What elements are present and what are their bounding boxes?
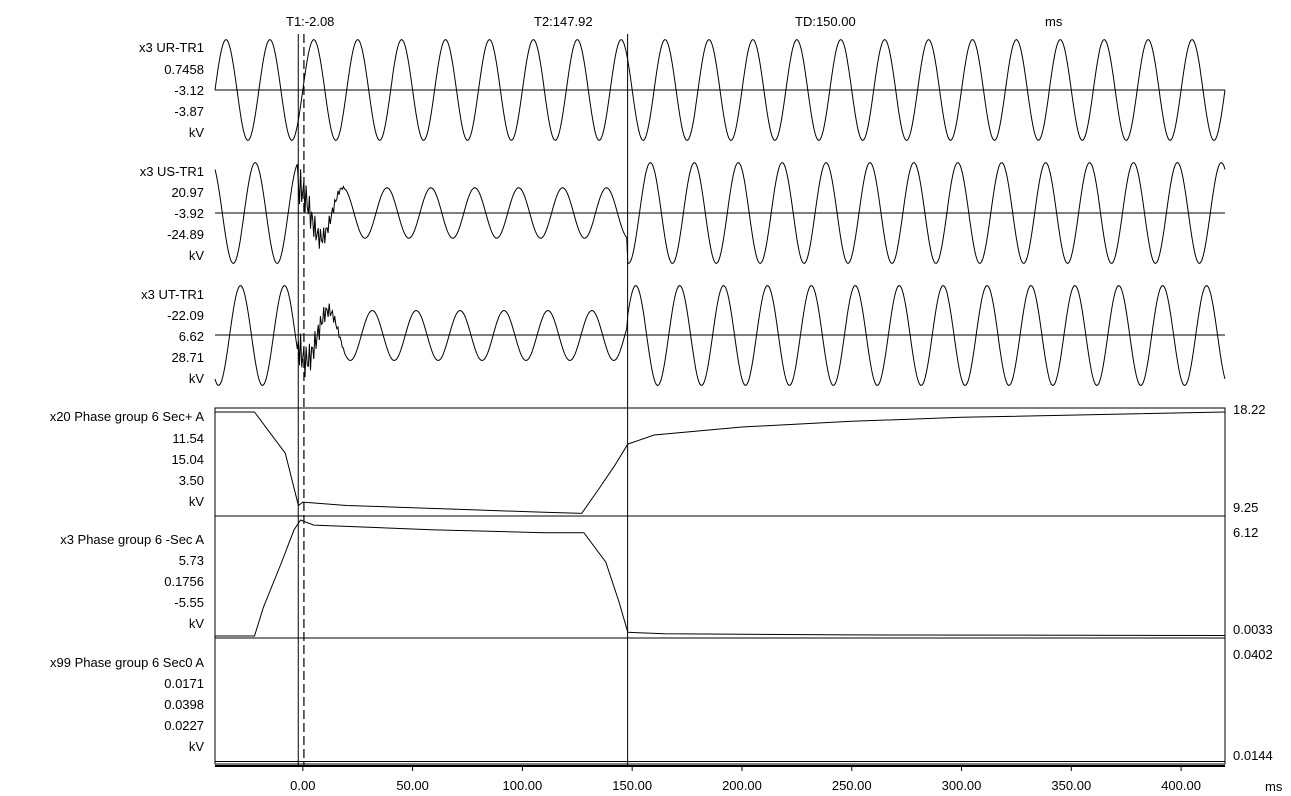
panel-frame — [214, 515, 1226, 639]
x-tick-label: 200.00 — [722, 778, 762, 793]
cursor-t2-readout: T2:147.92 — [534, 14, 593, 29]
channel-scale-max: -22.09 — [167, 308, 204, 323]
channel-scale-min: -24.89 — [167, 227, 204, 242]
channel-right-min: 9.25 — [1233, 500, 1258, 515]
channel-panel-sec-plus: x20 Phase group 6 Sec+ A 11.54 15.04 3.5… — [50, 402, 1266, 517]
channel-right-max: 6.12 — [1233, 525, 1258, 540]
x-tick-label: 0.00 — [290, 778, 315, 793]
channel-scale-min: 3.50 — [179, 473, 204, 488]
channel-panel-sec-minus: x3 Phase group 6 -Sec A 5.73 0.1756 -5.5… — [60, 515, 1273, 639]
channel-name: x99 Phase group 6 Sec0 A — [50, 655, 204, 670]
waveform-trace — [215, 411, 1226, 514]
channel-scale-mid: 15.04 — [171, 452, 204, 467]
channel-scale-mid: -3.12 — [174, 83, 204, 98]
channel-unit: kV — [189, 739, 205, 754]
channel-unit: kV — [189, 125, 205, 140]
panel-frame — [214, 407, 1226, 517]
channel-right-max: 0.0402 — [1233, 647, 1273, 662]
channel-scale-max: 0.0171 — [164, 676, 204, 691]
cursor-delta-readout: TD:150.00 — [795, 14, 856, 29]
channel-name: x3 UT-TR1 — [141, 287, 204, 302]
channel-scale-min: -3.87 — [174, 104, 204, 119]
channel-right-min: 0.0033 — [1233, 622, 1273, 637]
channel-name: x3 UR-TR1 — [139, 40, 204, 55]
channel-scale-max: 0.7458 — [164, 62, 204, 77]
channel-scale-mid: 0.1756 — [164, 574, 204, 589]
channel-right-min: 0.0144 — [1233, 748, 1273, 763]
x-tick-label: 250.00 — [832, 778, 872, 793]
waveform-trace — [215, 519, 1226, 637]
channel-panel-ut-tr1: x3 UT-TR1 -22.09 6.62 28.71 kV — [141, 285, 1226, 386]
channel-unit: kV — [189, 248, 205, 263]
channel-scale-mid: 0.0398 — [164, 697, 204, 712]
channel-panel-ur-tr1: x3 UR-TR1 0.7458 -3.12 -3.87 kV — [139, 39, 1226, 141]
time-unit-label: ms — [1045, 14, 1063, 29]
x-tick-label: 300.00 — [942, 778, 982, 793]
channel-scale-max: 5.73 — [179, 553, 204, 568]
channel-scale-mid: -3.92 — [174, 206, 204, 221]
x-tick-label: 350.00 — [1051, 778, 1091, 793]
waveform-trace — [214, 285, 1226, 386]
waveform-trace — [214, 162, 1226, 264]
channel-unit: kV — [189, 616, 205, 631]
channel-scale-min: 28.71 — [171, 350, 204, 365]
x-tick-label: 100.00 — [503, 778, 543, 793]
channel-scale-max: 20.97 — [171, 185, 204, 200]
channel-name: x20 Phase group 6 Sec+ A — [50, 409, 205, 424]
waveform-trace — [214, 39, 1226, 141]
cursor-t1-readout: T1:-2.08 — [286, 14, 334, 29]
channel-scale-min: 0.0227 — [164, 718, 204, 733]
axis-unit-label: ms — [1265, 779, 1283, 794]
channel-unit: kV — [189, 371, 205, 386]
x-tick-label: 50.00 — [396, 778, 429, 793]
channel-panel-us-tr1: x3 US-TR1 20.97 -3.92 -24.89 kV — [140, 162, 1226, 264]
channel-scale-max: 11.54 — [172, 431, 204, 446]
channel-name: x3 Phase group 6 -Sec A — [60, 532, 204, 547]
channel-scale-mid: 6.62 — [179, 329, 204, 344]
channel-panel-sec-zero: x99 Phase group 6 Sec0 A 0.0171 0.0398 0… — [50, 637, 1273, 765]
channel-scale-min: -5.55 — [174, 595, 204, 610]
panel-frame — [214, 637, 1226, 765]
channel-unit: kV — [189, 494, 205, 509]
x-tick-label: 150.00 — [612, 778, 652, 793]
channel-name: x3 US-TR1 — [140, 164, 204, 179]
x-tick-label: 400.00 — [1161, 778, 1201, 793]
time-axis: ms 0.00 50.00 100.00 150.00 200.00 250.00 300.… — [215, 765, 1283, 794]
channel-right-max: 18.22 — [1233, 402, 1266, 417]
